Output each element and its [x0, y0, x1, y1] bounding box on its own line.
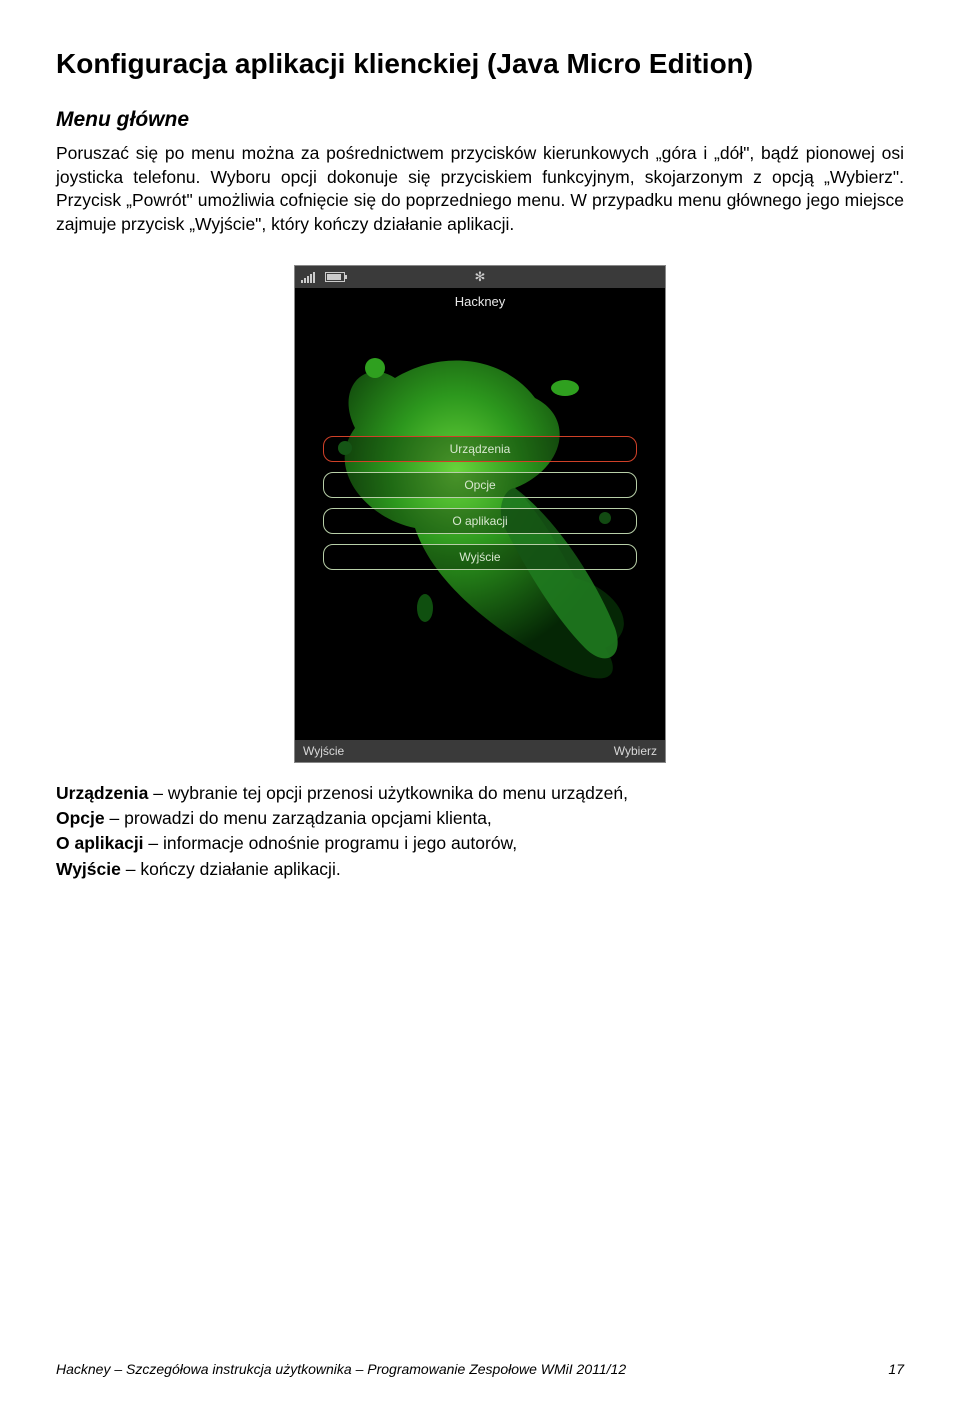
- status-bar: ✻: [295, 266, 665, 288]
- footer-text: Hackney – Szczegółowa instrukcja użytkow…: [56, 1361, 626, 1377]
- definition-row: Urządzenia – wybranie tej opcji przenosi…: [56, 781, 904, 806]
- definition-term: Opcje: [56, 808, 105, 828]
- softkey-left[interactable]: Wyjście: [303, 744, 344, 758]
- phone-menu-item-label: O aplikacji: [452, 514, 507, 528]
- definition-row: Wyjście – kończy działanie aplikacji.: [56, 857, 904, 882]
- phone-menu-item[interactable]: Urządzenia: [323, 436, 637, 462]
- page-title: Konfiguracja aplikacji klienckiej (Java …: [56, 48, 904, 80]
- definition-term: O aplikacji: [56, 833, 144, 853]
- app-title: Hackney: [295, 294, 665, 309]
- definition-row: O aplikacji – informacje odnośnie progra…: [56, 831, 904, 856]
- page-footer: Hackney – Szczegółowa instrukcja użytkow…: [56, 1361, 904, 1377]
- phone-menu-item[interactable]: Opcje: [323, 472, 637, 498]
- signal-icon: [301, 271, 315, 283]
- definition-term: Wyjście: [56, 859, 121, 879]
- definition-desc: – kończy działanie aplikacji.: [121, 859, 341, 879]
- battery-icon: [325, 272, 345, 282]
- definition-row: Opcje – prowadzi do menu zarządzania opc…: [56, 806, 904, 831]
- phone-screenshot: ✻ Hackney UrządzeniaOp: [294, 265, 666, 763]
- definitions-list: Urządzenia – wybranie tej opcji przenosi…: [56, 781, 904, 883]
- section-subtitle: Menu główne: [56, 108, 904, 132]
- definition-desc: – wybranie tej opcji przenosi użytkownik…: [148, 783, 628, 803]
- phone-menu-item-label: Opcje: [464, 478, 495, 492]
- phone-screen: Hackney Urządzenia Opcje O aplikacji Wyjści…: [295, 288, 665, 740]
- intro-paragraph: Poruszać się po menu można za pośrednict…: [56, 142, 904, 237]
- phone-menu-item[interactable]: Wyjście: [323, 544, 637, 570]
- phone-menu: Urządzenia Opcje O aplikacji Wyjście: [323, 436, 637, 570]
- phone-menu-item-label: Urządzenia: [450, 442, 511, 456]
- definition-desc: – prowadzi do menu zarządzania opcjami k…: [105, 808, 492, 828]
- definition-desc: – informacje odnośnie programu i jego au…: [144, 833, 518, 853]
- phone-menu-item[interactable]: O aplikacji: [323, 508, 637, 534]
- gear-icon: ✻: [475, 269, 486, 285]
- softkey-bar: Wyjście Wybierz: [295, 740, 665, 762]
- definition-term: Urządzenia: [56, 783, 148, 803]
- footer-page-number: 17: [888, 1361, 904, 1377]
- softkey-right[interactable]: Wybierz: [614, 744, 657, 758]
- phone-menu-item-label: Wyjście: [459, 550, 500, 564]
